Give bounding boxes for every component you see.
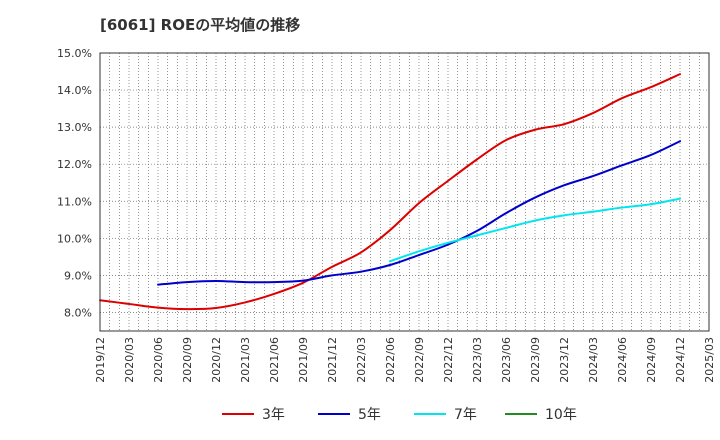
plot-frame [99,52,710,332]
x-tick-label: 2021/06 [268,337,281,383]
x-tick-label: 2021/03 [239,337,252,383]
legend-label: 7年 [454,407,477,423]
x-tick-label: 2023/03 [471,337,484,383]
x-axis-ticks: 2019/12 2020/03 2020/06 2020/09 2020/12 2021/… [94,337,716,383]
y-tick-label: 9.0% [64,269,92,282]
x-tick-label: 2024/12 [674,337,687,383]
x-tick-label: 2024/09 [645,337,658,383]
y-tick-label: 11.0% [57,195,92,208]
y-tick-label: 10.0% [57,232,92,245]
x-tick-label: 2021/09 [297,337,310,383]
x-tick-label: 2022/09 [413,337,426,383]
x-tick-label: 2022/06 [384,337,397,383]
y-tick-label: 15.0% [57,47,92,60]
series-line-1 [157,140,681,286]
plot-background [100,53,709,331]
grid-lines [100,52,709,331]
x-tick-label: 2023/09 [529,337,542,383]
y-axis-ticks: 8.0% 9.0% 10.0% 11.0% 12.0% 13.0% 14.0% 15.0% [57,47,92,319]
chart-title: [6061] ROEの平均値の推移 [100,16,301,34]
x-tick-label: 2020/03 [123,337,136,383]
x-tick-label: 2019/12 [94,337,107,383]
series-line-2 [389,197,681,263]
x-tick-label: 2024/06 [616,337,629,383]
x-tick-label: 2020/06 [152,337,165,383]
series-line-0 [99,73,681,311]
legend-label: 5年 [358,407,381,423]
series-lines [99,73,681,311]
x-tick-label: 2020/09 [181,337,194,383]
x-tick-label: 2022/03 [355,337,368,383]
y-tick-label: 14.0% [57,84,92,97]
legend: 3年 5年 7年 10年 [222,407,577,423]
x-tick-label: 2024/03 [587,337,600,383]
legend-label: 3年 [262,407,285,423]
y-tick-label: 13.0% [57,121,92,134]
x-tick-label: 2023/06 [500,337,513,383]
x-tick-label: 2025/03 [703,337,716,383]
x-tick-label: 2021/12 [326,337,339,383]
y-tick-label: 12.0% [57,158,92,171]
x-tick-label: 2023/12 [558,337,571,383]
legend-label: 10年 [545,407,577,423]
x-tick-label: 2020/12 [210,337,223,383]
x-tick-label: 2022/12 [442,337,455,383]
y-tick-label: 8.0% [64,306,92,319]
